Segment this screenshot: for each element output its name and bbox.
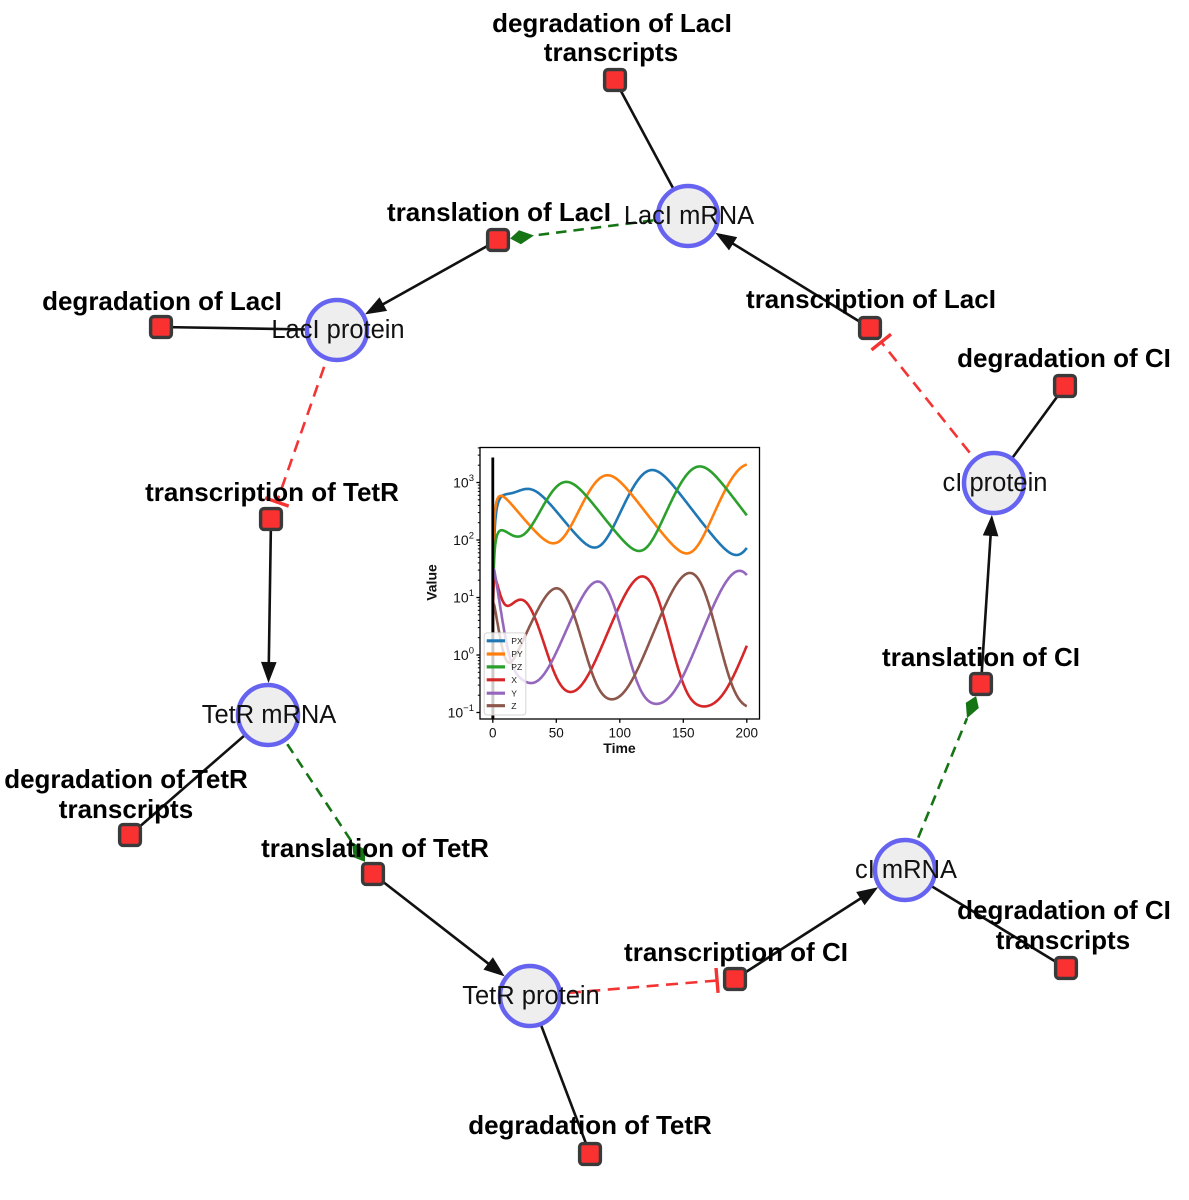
svg-text:Time: Time <box>603 740 636 756</box>
svg-text:translation of TetR: translation of TetR <box>261 833 489 863</box>
svg-text:Y: Y <box>511 688 517 698</box>
svg-text:transcription of TetR: transcription of TetR <box>145 477 399 507</box>
svg-text:PY: PY <box>511 649 523 659</box>
svg-text:transcripts: transcripts <box>996 925 1130 955</box>
svg-text:degradation of CI: degradation of CI <box>957 895 1171 925</box>
svg-text:transcripts: transcripts <box>544 37 678 67</box>
svg-text:cI protein: cI protein <box>943 469 1048 497</box>
svg-text:degradation of CI: degradation of CI <box>957 343 1171 373</box>
svg-text:Z: Z <box>511 701 516 711</box>
svg-text:TetR protein: TetR protein <box>462 982 600 1010</box>
svg-text:PZ: PZ <box>511 662 522 672</box>
svg-text:cI mRNA: cI mRNA <box>855 856 957 884</box>
svg-text:100: 100 <box>609 726 632 741</box>
svg-text:LacI protein: LacI protein <box>271 316 404 344</box>
svg-text:translation of CI: translation of CI <box>882 642 1080 672</box>
svg-text:50: 50 <box>549 726 564 741</box>
svg-text:degradation of LacI: degradation of LacI <box>492 8 732 38</box>
svg-text:LacI mRNA: LacI mRNA <box>624 202 754 230</box>
svg-text:degradation of TetR: degradation of TetR <box>4 764 248 794</box>
svg-text:0: 0 <box>489 726 497 741</box>
svg-text:degradation of LacI: degradation of LacI <box>42 286 282 316</box>
svg-text:150: 150 <box>672 726 695 741</box>
svg-text:degradation of TetR: degradation of TetR <box>468 1110 712 1140</box>
svg-text:translation of LacI: translation of LacI <box>387 197 611 227</box>
svg-text:transcription of LacI: transcription of LacI <box>746 284 996 314</box>
svg-text:TetR mRNA: TetR mRNA <box>202 701 337 729</box>
svg-text:Value: Value <box>424 564 440 601</box>
svg-text:200: 200 <box>736 726 759 741</box>
svg-text:PX: PX <box>511 636 523 646</box>
svg-text:transcripts: transcripts <box>59 794 193 824</box>
svg-text:transcription of CI: transcription of CI <box>624 937 848 967</box>
svg-text:X: X <box>511 675 517 685</box>
